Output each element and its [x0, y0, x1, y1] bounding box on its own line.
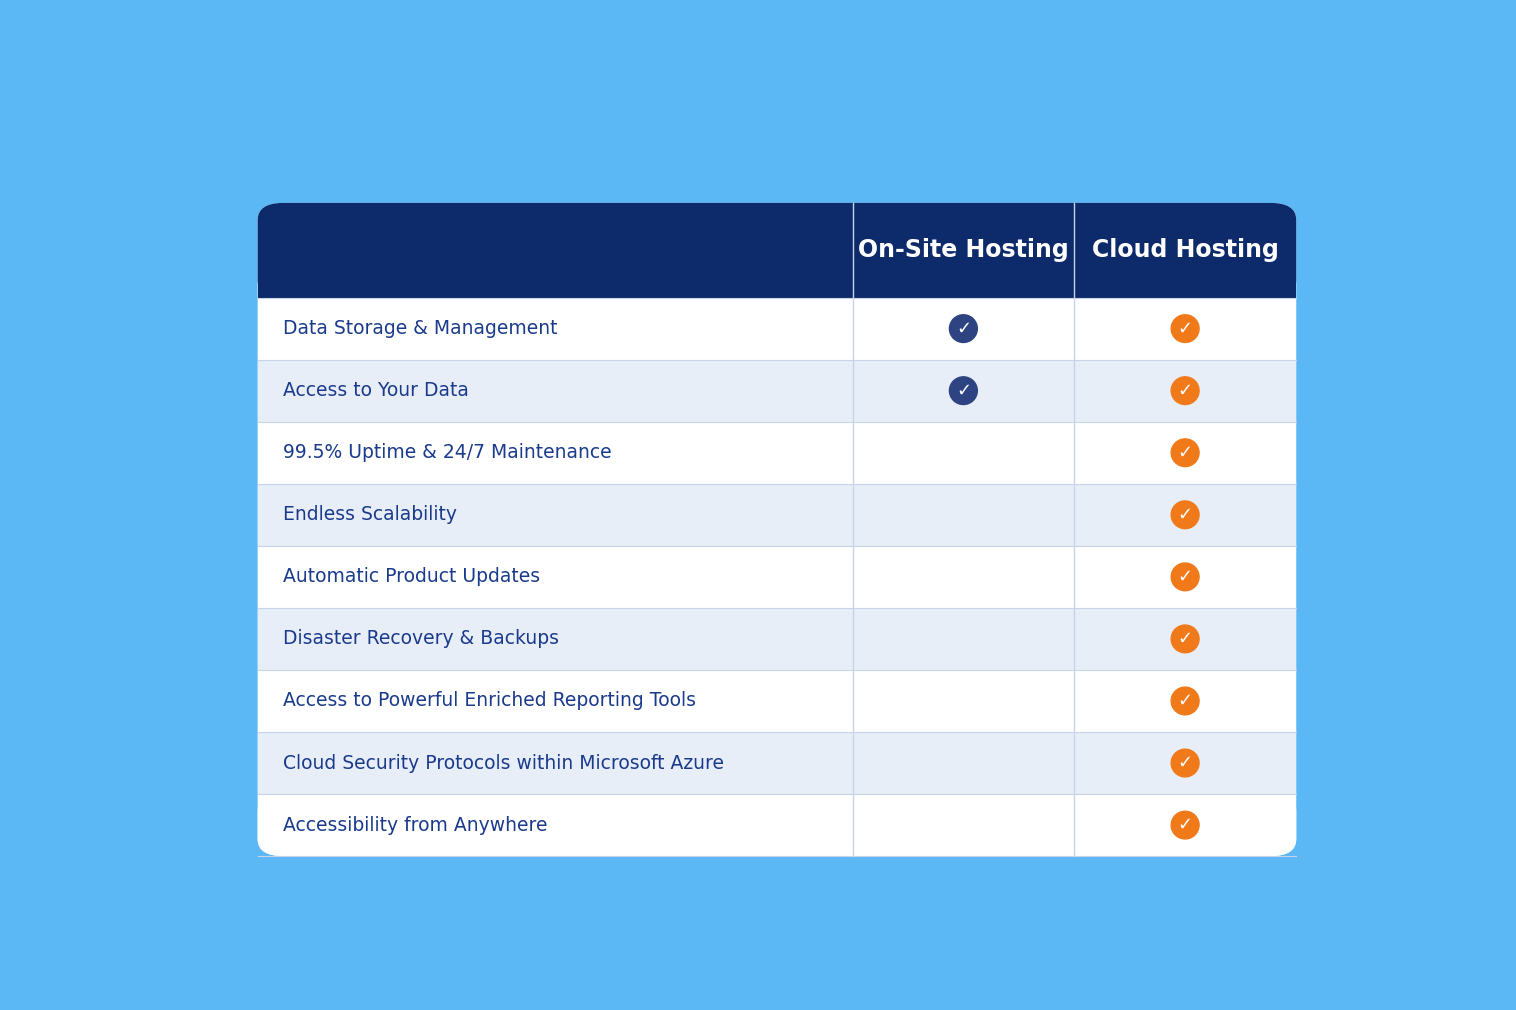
Ellipse shape [949, 377, 978, 405]
FancyBboxPatch shape [258, 794, 1296, 856]
Text: Endless Scalability: Endless Scalability [283, 505, 458, 524]
Text: Accessibility from Anywhere: Accessibility from Anywhere [283, 816, 547, 834]
Bar [258, 670, 1296, 732]
Bar [258, 545, 1296, 608]
Text: Cloud Security Protocols within Microsoft Azure: Cloud Security Protocols within Microsof… [283, 753, 725, 773]
Text: ✓: ✓ [1178, 754, 1193, 772]
Ellipse shape [1172, 625, 1199, 652]
Ellipse shape [1172, 563, 1199, 591]
Text: 99.5% Uptime & 24/7 Maintenance: 99.5% Uptime & 24/7 Maintenance [283, 443, 612, 463]
Text: ✓: ✓ [1178, 568, 1193, 586]
Ellipse shape [1172, 749, 1199, 777]
Text: ✓: ✓ [1178, 692, 1193, 710]
Ellipse shape [1172, 501, 1199, 528]
Text: Access to Powerful Enriched Reporting Tools: Access to Powerful Enriched Reporting To… [283, 692, 696, 710]
Text: ✓: ✓ [1178, 382, 1193, 400]
FancyBboxPatch shape [258, 203, 1296, 856]
Ellipse shape [1172, 439, 1199, 467]
Text: On-Site Hosting: On-Site Hosting [858, 238, 1069, 263]
Text: ✓: ✓ [1178, 816, 1193, 834]
Text: Cloud Hosting: Cloud Hosting [1092, 238, 1278, 263]
Ellipse shape [949, 315, 978, 342]
Text: ✓: ✓ [1178, 506, 1193, 524]
Text: Data Storage & Management: Data Storage & Management [283, 319, 558, 338]
Bar [258, 255, 1296, 298]
Ellipse shape [1172, 687, 1199, 715]
Bar [258, 422, 1296, 484]
Text: Disaster Recovery & Backups: Disaster Recovery & Backups [283, 629, 559, 648]
Ellipse shape [1172, 377, 1199, 405]
Text: ✓: ✓ [1178, 319, 1193, 337]
Text: Automatic Product Updates: Automatic Product Updates [283, 568, 541, 587]
Bar [258, 732, 1296, 794]
Text: ✓: ✓ [1178, 630, 1193, 647]
Bar [258, 794, 1296, 828]
Bar [258, 484, 1296, 545]
Bar [258, 360, 1296, 422]
Bar [258, 608, 1296, 670]
Text: ✓: ✓ [1178, 443, 1193, 462]
Ellipse shape [1172, 811, 1199, 839]
Text: ✓: ✓ [955, 382, 970, 400]
Text: Access to Your Data: Access to Your Data [283, 381, 470, 400]
Ellipse shape [1172, 315, 1199, 342]
Bar [258, 298, 1296, 360]
FancyBboxPatch shape [258, 203, 1296, 298]
Text: ✓: ✓ [955, 319, 970, 337]
